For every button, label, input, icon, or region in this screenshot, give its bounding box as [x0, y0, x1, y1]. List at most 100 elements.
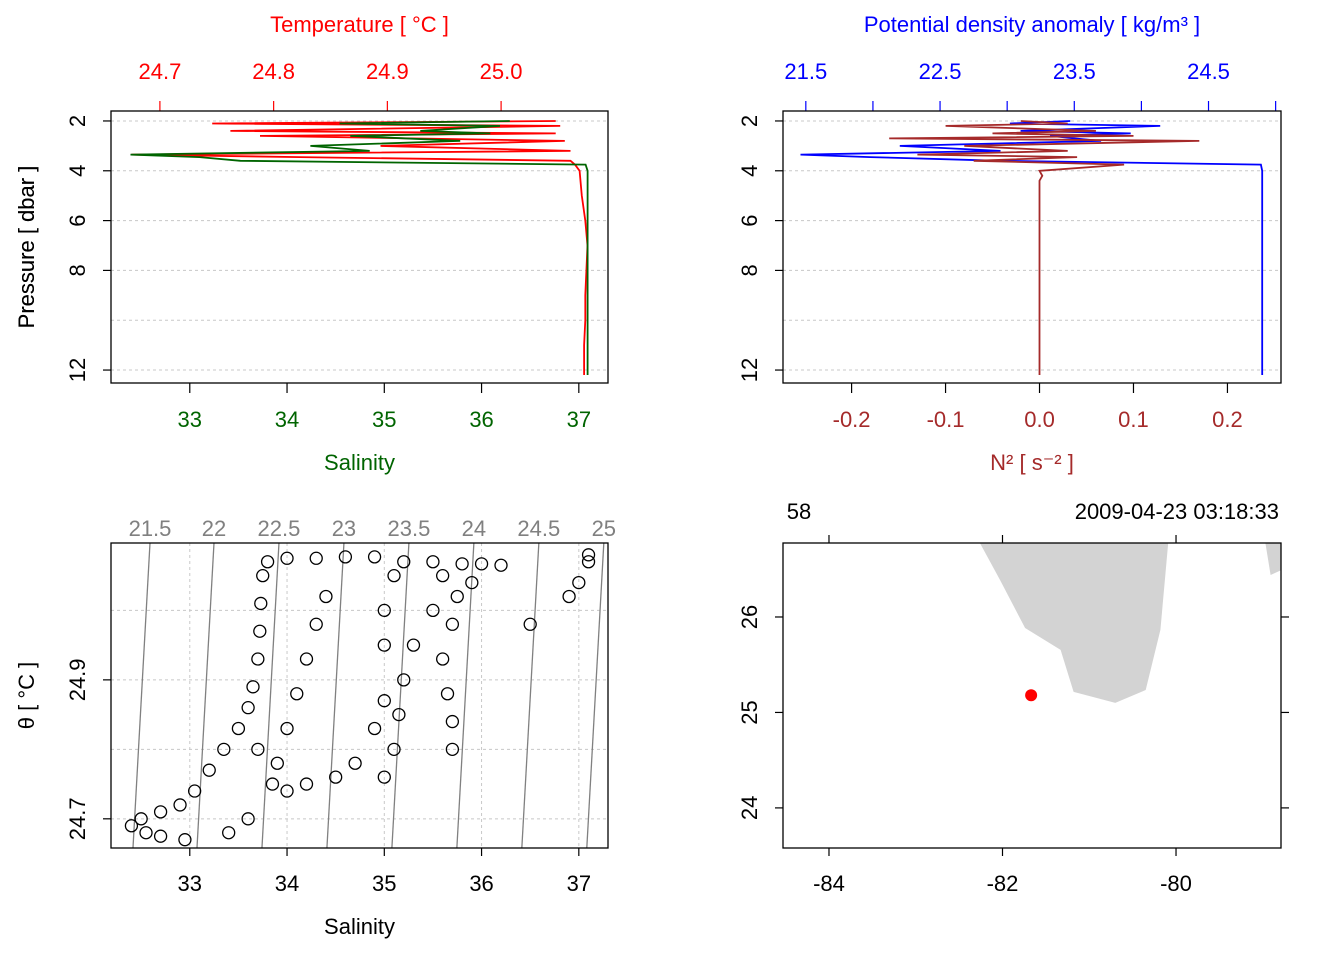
x-tick-label: -0.2: [833, 407, 871, 432]
point: [153, 829, 168, 843]
point: [445, 742, 460, 756]
point: [280, 721, 294, 736]
point: [377, 638, 391, 652]
point: [474, 557, 489, 571]
y-tick-label: 24: [737, 796, 762, 820]
point: [436, 569, 450, 583]
point: [455, 557, 469, 571]
point: [581, 548, 596, 562]
y-axis-label: θ [ °C ]: [14, 662, 39, 729]
point: [367, 721, 382, 736]
point: [309, 551, 323, 565]
point: [572, 575, 586, 590]
x-tick-label: 34: [275, 407, 299, 432]
point: [562, 589, 576, 604]
point: [251, 742, 265, 756]
point: [377, 694, 391, 708]
point: [217, 742, 231, 756]
point: [270, 756, 284, 770]
x-tick-label: 22.5: [919, 59, 962, 84]
point: [377, 603, 391, 618]
point: [134, 812, 148, 826]
axis-label: Temperature [ °C ]: [270, 12, 449, 37]
y-axis-label: Pressure [ dbar ]: [14, 166, 39, 329]
point: [523, 617, 537, 631]
point: [256, 569, 270, 583]
point: [397, 555, 411, 569]
y-tick-label: 12: [65, 358, 90, 382]
y-tick-label: 24.9: [65, 658, 90, 701]
y-tick-label: 24.7: [65, 797, 90, 840]
point: [319, 589, 333, 604]
isopycnal: [586, 542, 605, 849]
isopycnal-label: 25: [592, 516, 616, 541]
point: [450, 589, 464, 604]
point: [309, 617, 323, 631]
point: [260, 555, 275, 569]
axis-label: N² [ s⁻² ]: [990, 450, 1074, 475]
point: [153, 805, 168, 819]
point: [581, 555, 596, 569]
plot-box: [110, 110, 609, 384]
point: [426, 603, 440, 618]
point: [406, 638, 421, 652]
point: [253, 624, 267, 638]
point: [241, 701, 255, 715]
x-tick-label: 24.7: [138, 59, 181, 84]
point: [187, 784, 202, 798]
point: [173, 798, 187, 812]
x-tick-label: -84: [813, 871, 845, 896]
point: [251, 652, 265, 666]
plot-box: [782, 110, 1282, 384]
point: [392, 707, 406, 722]
point: [426, 555, 440, 569]
point: [139, 826, 153, 840]
isopycnal-label: 24: [462, 516, 486, 541]
isopycnal: [391, 542, 410, 849]
y-tick-label: 2: [737, 115, 762, 127]
x-tick-label: -80: [1160, 871, 1192, 896]
land: [979, 543, 1169, 703]
point: [387, 742, 401, 756]
x-tick-label: 36: [469, 871, 493, 896]
axis-label: Potential density anomaly [ kg/m³ ]: [864, 12, 1200, 37]
point: [202, 763, 216, 777]
isopycnal-label: 22.5: [258, 516, 301, 541]
point: [329, 770, 343, 784]
x-tick-label: -82: [987, 871, 1019, 896]
y-tick-label: 4: [65, 165, 90, 177]
point: [241, 812, 255, 826]
point: [445, 714, 460, 729]
point: [231, 721, 246, 736]
profile-line: [889, 120, 1200, 375]
x-tick-label: 35: [372, 871, 396, 896]
y-tick-label: 8: [65, 264, 90, 276]
profile-line: [131, 120, 589, 375]
point: [280, 551, 294, 565]
y-tick-label: 6: [65, 214, 90, 226]
isopycnal: [132, 542, 151, 849]
isopycnal-label: 23.5: [387, 516, 430, 541]
point: [246, 680, 260, 694]
x-tick-label: 24.9: [366, 59, 409, 84]
y-tick-label: 4: [737, 165, 762, 177]
time-label: 2009-04-23 03:18:33: [1075, 499, 1279, 524]
x-tick-label: 0.1: [1118, 407, 1149, 432]
isopycnal: [521, 542, 540, 849]
y-tick-label: 12: [737, 358, 762, 382]
isopycnal: [261, 542, 280, 849]
x-tick-label: 21.5: [784, 59, 827, 84]
x-tick-label: 0.0: [1024, 407, 1055, 432]
point: [222, 826, 236, 840]
x-tick-label: 34: [275, 871, 299, 896]
x-tick-label: 36: [469, 407, 493, 432]
profile-line: [130, 120, 589, 375]
point: [440, 687, 455, 701]
point: [367, 550, 382, 564]
point: [265, 777, 280, 791]
plot-box: [110, 542, 609, 849]
x-tick-label: -0.1: [927, 407, 965, 432]
point: [348, 756, 362, 770]
isopycnal-label: 24.5: [517, 516, 560, 541]
